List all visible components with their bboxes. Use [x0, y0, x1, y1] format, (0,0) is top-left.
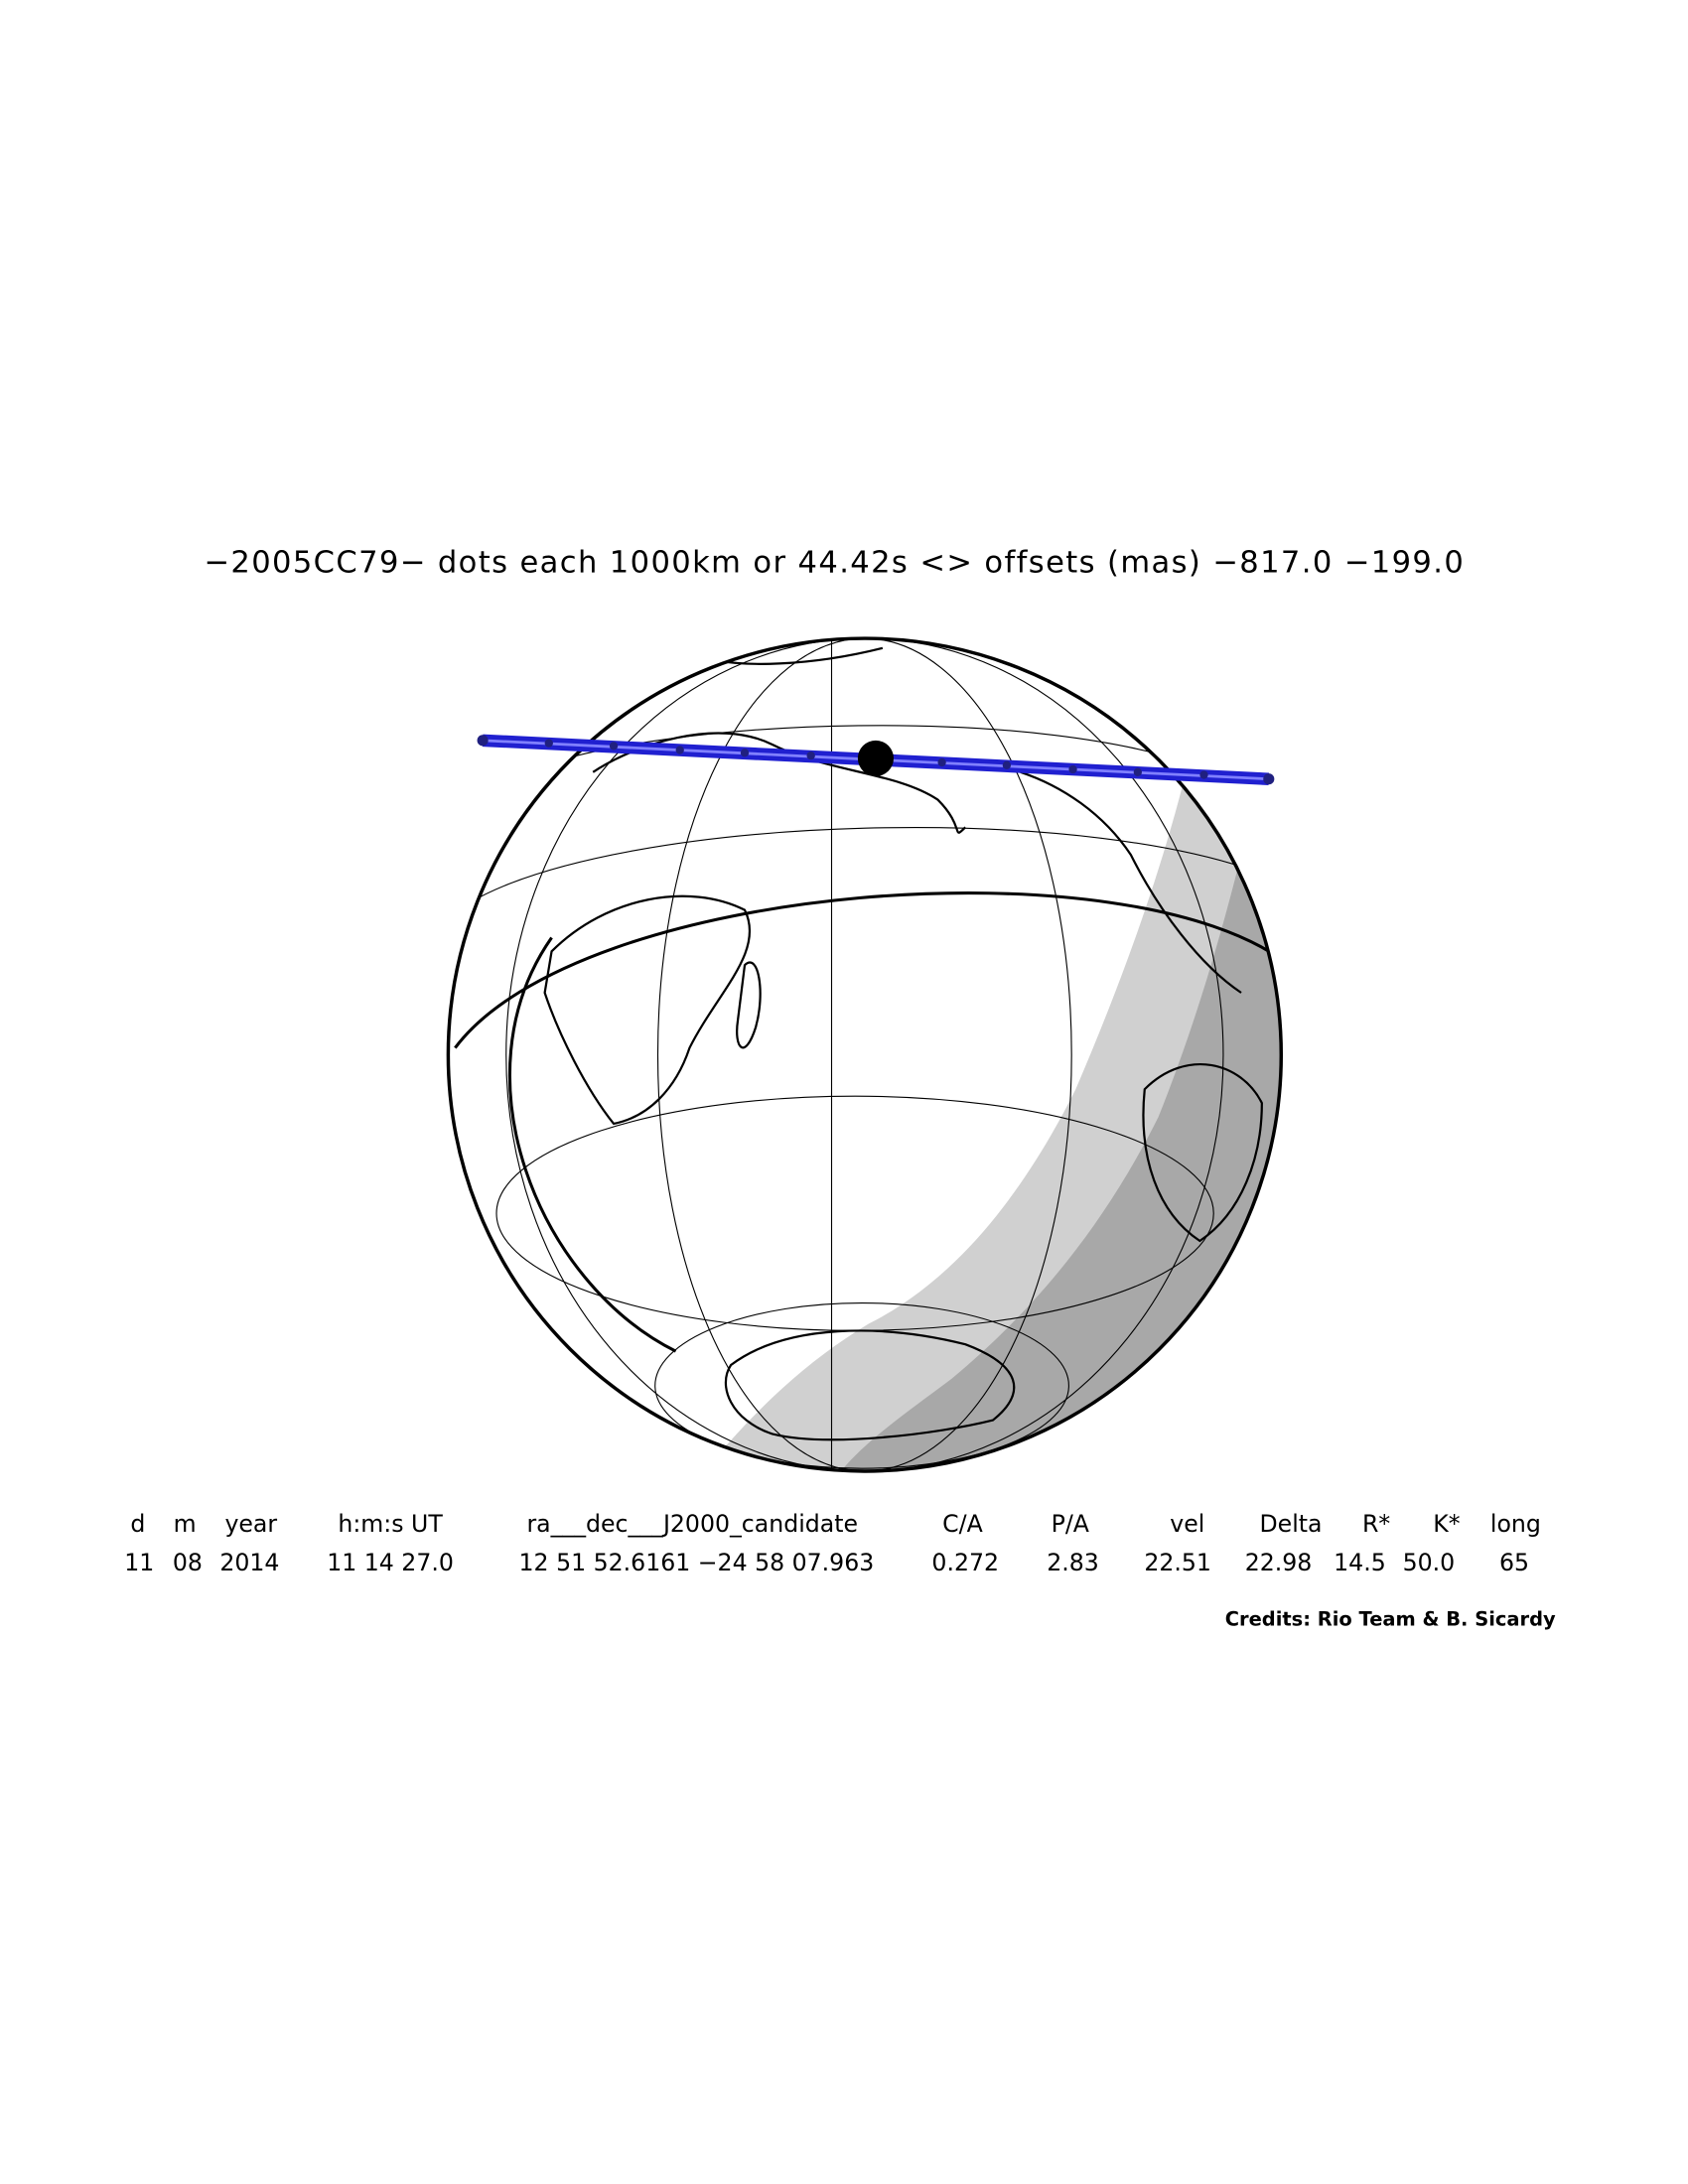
table-cell: 65	[1499, 1549, 1529, 1576]
path-dots	[477, 735, 1275, 785]
table-header: C/A	[942, 1510, 983, 1538]
table-cell: 50.0	[1403, 1549, 1456, 1576]
table-cell: 11	[124, 1549, 154, 1576]
table-cell: 11 14 27.0	[327, 1549, 454, 1576]
shadow-path	[477, 734, 1275, 785]
credits: Credits: Rio Team & B. Sicardy	[1225, 1608, 1556, 1631]
globe-outline	[446, 636, 1284, 1473]
table-header: R*	[1362, 1510, 1390, 1538]
table-header: year	[224, 1510, 277, 1538]
title: −2005CC79− dots each 1000km or 44.42s <>…	[204, 545, 1465, 580]
table-cell: 2.83	[1047, 1549, 1099, 1576]
table-cell: 0.272	[931, 1549, 999, 1576]
table-header: d	[130, 1510, 145, 1538]
table-header: h:m:s UT	[338, 1510, 443, 1538]
data-table: d m year h:m:s UT ra___dec___J2000_candidate…	[124, 1510, 1541, 1576]
table-header: m	[174, 1510, 197, 1538]
table-header: P/A	[1052, 1510, 1089, 1538]
table-cell: 2014	[219, 1549, 279, 1576]
limit-lines	[454, 891, 1282, 1353]
table-header: Delta	[1260, 1510, 1323, 1538]
table-cell: 14.5	[1334, 1549, 1386, 1576]
table-header: ra___dec___J2000_candidate	[526, 1510, 858, 1538]
table-cell: 08	[173, 1549, 203, 1576]
table-cell: 12 51 52.6161 −24 58 07.963	[519, 1549, 875, 1576]
table-header: long	[1490, 1510, 1541, 1538]
graticule	[468, 638, 1282, 1471]
table-header: K*	[1433, 1510, 1460, 1538]
table-header: vel	[1170, 1510, 1204, 1538]
closest-approach	[857, 740, 895, 776]
table-cell: 22.98	[1245, 1549, 1313, 1576]
figure-content: −2005CC79− dots each 1000km or 44.42s <>…	[124, 545, 1556, 1630]
globe	[446, 636, 1284, 1473]
table-cell: 22.51	[1144, 1549, 1211, 1576]
